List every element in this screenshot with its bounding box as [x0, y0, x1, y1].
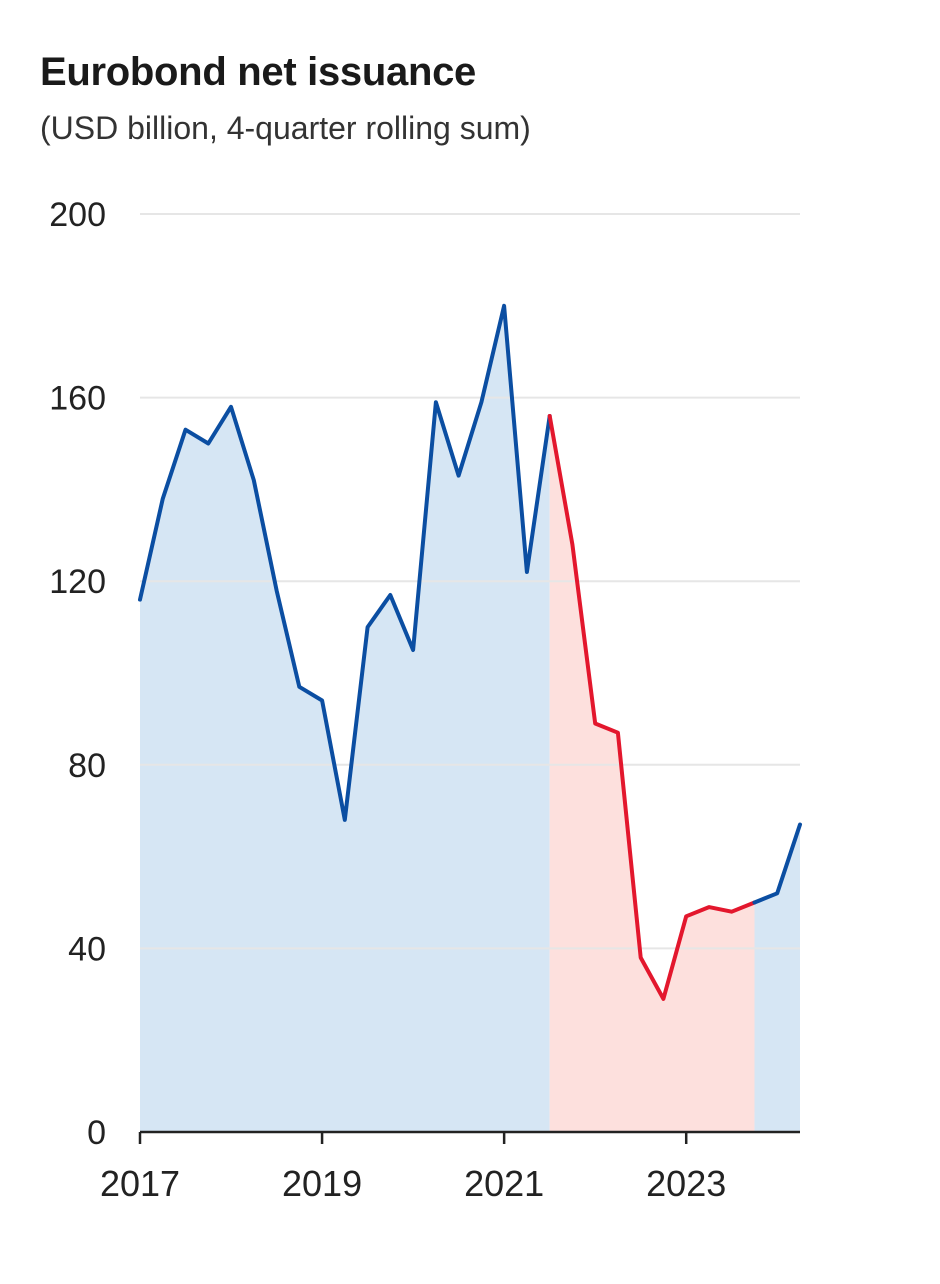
series-after-line [752, 822, 802, 905]
y-tick-label: 40 [68, 930, 106, 968]
y-tick-label: 160 [49, 380, 106, 418]
y-tick-label: 120 [49, 563, 106, 601]
y-tick-label: 200 [49, 196, 106, 234]
chart-subtitle: (USD billion, 4-quarter rolling sum) [40, 110, 531, 146]
chart-title: Eurobond net issuance [40, 50, 476, 94]
x-tick-label: 2021 [464, 1163, 544, 1204]
series-after-area [754, 824, 800, 1132]
series-before-area [140, 305, 550, 1132]
series-highlight-area [549, 416, 755, 1132]
y-tick-label: 80 [68, 747, 106, 785]
series-highlight-line [547, 414, 757, 1001]
y-tick-label: 0 [87, 1114, 106, 1152]
series-before-line [138, 303, 552, 822]
x-tick-label: 2019 [282, 1163, 362, 1204]
x-tick-label: 2023 [646, 1163, 726, 1204]
x-tick-label: 2017 [100, 1163, 180, 1204]
